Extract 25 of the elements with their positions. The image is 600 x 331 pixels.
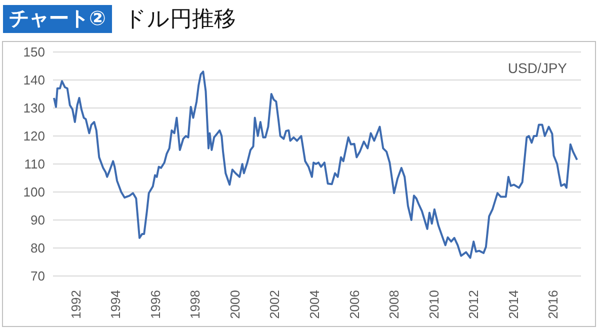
annotation: USD/JPY	[508, 60, 567, 76]
chart-title: チャート②	[3, 5, 112, 33]
x-tick-label: 1992	[68, 290, 84, 319]
y-tick-label: 120	[23, 128, 45, 144]
y-tick-label: 80	[30, 240, 45, 256]
x-tick-label: 1996	[148, 290, 163, 319]
y-tick-label: 130	[23, 100, 45, 116]
x-tick-label: 2006	[346, 290, 362, 319]
x-tick-label: 2002	[267, 290, 282, 319]
x-tick-label: 1998	[188, 290, 203, 319]
y-tick-label: 70	[30, 268, 45, 284]
x-tick-label: 2004	[307, 290, 322, 319]
y-tick-label: 100	[23, 184, 45, 200]
x-tick-label: 2016	[546, 290, 561, 319]
x-tick-label: 2000	[227, 290, 242, 319]
x-tick-label: 2012	[466, 290, 482, 319]
chart-subtitle: ドル円推移	[124, 5, 236, 33]
x-tick-label: 2014	[506, 290, 521, 319]
x-tick-label: 2008	[386, 290, 402, 319]
x-tick-label: 1994	[108, 290, 124, 319]
y-tick-label: 90	[30, 212, 45, 228]
y-tick-label: 140	[23, 72, 45, 88]
y-tick-label: 150	[23, 44, 45, 60]
y-tick-label: 110	[24, 156, 45, 172]
x-tick-label: 2010	[426, 290, 442, 319]
